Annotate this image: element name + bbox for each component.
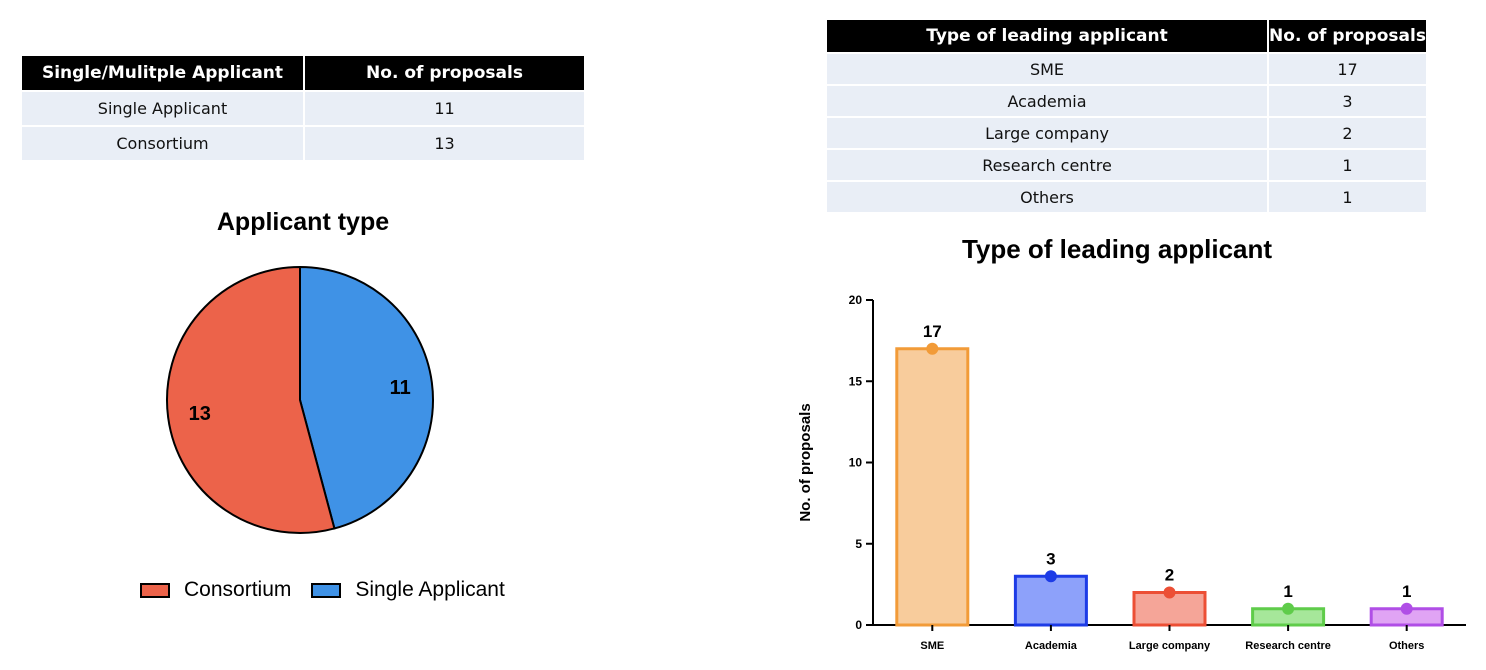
bar-chart: 0 5 10 15 20 No. of proposals 17 SME 3 Academia 2 L… [797, 293, 1466, 652]
table-cell: 3 [1268, 84, 1426, 117]
table-header-row: Type of leading applicant No. of proposa… [827, 20, 1426, 53]
table-header-cell: Type of leading applicant [827, 20, 1269, 53]
bar-data-label: 1 [1283, 582, 1292, 601]
pie-slice-consortium [166, 265, 336, 534]
legend-swatch-consortium [140, 582, 170, 598]
table-header-row: Single/Mulitple Applicant No. of proposa… [22, 56, 584, 91]
y-tick-label: 10 [849, 456, 863, 470]
bar-data-label: 2 [1165, 566, 1174, 585]
bar-data-label: 3 [1046, 549, 1055, 568]
bar-chart-title: Type of leading applicant [961, 234, 1273, 264]
bar-point [926, 342, 939, 355]
pie-legend: Consortium Single Applicant [140, 578, 525, 602]
table-row: Others 1 [827, 180, 1426, 212]
bar-point [1044, 570, 1057, 583]
bar-data-label: 17 [923, 322, 942, 341]
table-row: Research centre 1 [827, 148, 1426, 181]
legend-label: Consortium [184, 578, 292, 601]
bar-point [1163, 586, 1176, 599]
x-tick-label: Large company [1129, 640, 1211, 652]
legend-item-consortium: Consortium [140, 578, 291, 602]
legend-item-single-applicant: Single Applicant [311, 578, 505, 602]
table-row: SME 17 [827, 52, 1426, 85]
table-cell: 17 [1268, 52, 1426, 85]
table-cell: 13 [304, 125, 584, 160]
pie-data-label: 13 [189, 403, 211, 425]
pie-chart-title: Applicant type [216, 208, 390, 236]
x-tick-label: Research centre [1245, 640, 1331, 652]
table-header-cell: No. of proposals [304, 56, 584, 91]
table-cell: Research centre [827, 148, 1269, 181]
table-cell: Large company [827, 116, 1269, 149]
table-cell: 1 [1268, 180, 1426, 212]
table-cell: 11 [304, 90, 584, 126]
table-cell: 1 [1268, 148, 1426, 181]
legend-swatch-single-applicant [311, 582, 342, 598]
x-tick-label: Academia [1025, 640, 1078, 652]
applicant-table: Single/Mulitple Applicant No. of proposa… [22, 56, 584, 160]
table-cell: Single Applicant [22, 90, 305, 126]
table-cell: 2 [1268, 116, 1426, 149]
x-tick-label: SME [920, 640, 944, 652]
table-cell: Academia [827, 84, 1269, 117]
leading-applicant-table: Type of leading applicant No. of proposa… [827, 20, 1426, 212]
table-header-cell: Single/Mulitple Applicant [22, 56, 305, 91]
table-header-cell: No. of proposals [1268, 20, 1426, 53]
pie-data-label: 11 [390, 377, 411, 399]
table-cell: Consortium [22, 125, 305, 160]
table-row: Consortium 13 [22, 125, 584, 160]
table-row: Large company 2 [827, 116, 1426, 149]
pie-slice-single-applicant [299, 265, 434, 530]
bar [1013, 574, 1088, 627]
table-row: Single Applicant 11 [22, 90, 584, 126]
pie-chart: 11 13 [166, 265, 434, 534]
y-tick-label: 0 [855, 618, 862, 632]
table-row: Academia 3 [827, 84, 1426, 117]
x-tick-label: Others [1389, 640, 1424, 652]
legend-label: Single Applicant [355, 578, 505, 601]
bar [895, 347, 970, 627]
table-cell: SME [827, 52, 1269, 85]
y-axis-label: No. of proposals [797, 403, 814, 521]
table-cell: Others [827, 180, 1269, 212]
y-tick-label: 20 [849, 293, 863, 307]
y-tick-label: 5 [855, 537, 862, 551]
bar-data-label: 1 [1402, 582, 1411, 601]
y-tick-label: 15 [849, 374, 863, 388]
bar-point [1282, 602, 1295, 615]
bar-point [1400, 602, 1413, 615]
